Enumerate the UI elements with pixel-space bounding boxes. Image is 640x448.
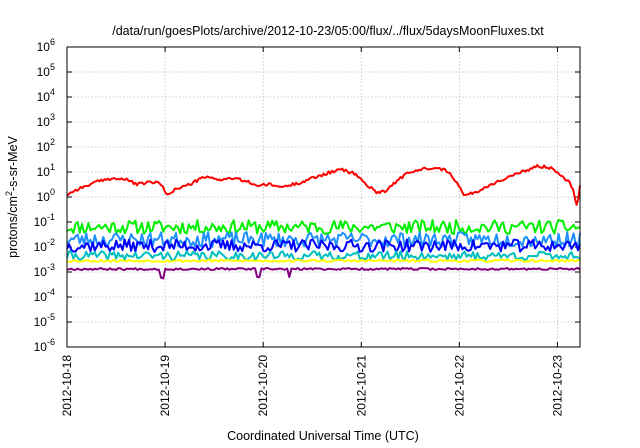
x-axis-ticks: 2012-10-18 2012-10-19 2012-10-20 2012-10-21…: [60, 47, 564, 416]
y-tick-base: 10: [34, 215, 48, 229]
y-tick-label: 10-2: [34, 237, 55, 254]
y-tick-exp: -4: [47, 287, 55, 297]
y-tick-base: 10: [37, 65, 51, 79]
series-group: [66, 164, 581, 280]
y-tick-label: 10-4: [34, 287, 55, 304]
series-line-6: [66, 267, 581, 280]
grid: [67, 47, 580, 347]
y-tick-label: 103: [37, 112, 55, 129]
y-axis-label-prefix: protons/cm: [6, 196, 20, 258]
y-tick-exp: 1: [50, 162, 55, 172]
y-tick-exp: -1: [47, 212, 55, 222]
y-tick-exp: -2: [47, 237, 55, 247]
y-axis-ticks: 10-610-510-410-310-210-11001011021031041…: [34, 37, 580, 354]
x-tick-label: 2012-10-20: [256, 355, 270, 417]
y-tick-base: 10: [34, 265, 48, 279]
y-axis-label-suffix: -s-sr-MeV: [6, 135, 20, 191]
x-tick-label: 2012-10-21: [354, 355, 368, 417]
y-tick-exp: 5: [50, 62, 55, 72]
plot-frame: [66, 46, 581, 348]
y-tick-exp: -5: [47, 312, 55, 322]
chart-title: /data/run/goesPlots/archive/2012-10-23/0…: [112, 24, 544, 38]
y-tick-base: 10: [37, 140, 51, 154]
y-tick-exp: 4: [50, 87, 55, 97]
y-tick-label: 101: [37, 162, 55, 179]
y-tick-exp: 6: [50, 37, 55, 47]
y-tick-exp: 2: [50, 137, 55, 147]
y-tick-base: 10: [34, 340, 48, 354]
y-tick-exp: 0: [50, 187, 55, 197]
y-tick-exp: -3: [47, 262, 55, 272]
series-line-3: [66, 238, 581, 253]
x-tick-label: 2012-10-23: [550, 355, 564, 417]
y-tick-base: 10: [37, 90, 51, 104]
series-line-5: [66, 258, 581, 263]
y-tick-exp: -6: [47, 337, 55, 347]
series-line-1: [66, 219, 581, 235]
series-line-0: [66, 164, 581, 206]
y-tick-label: 105: [37, 62, 55, 79]
y-tick-base: 10: [34, 315, 48, 329]
y-tick-label: 10-1: [34, 212, 55, 229]
y-tick-label: 10-3: [34, 262, 55, 279]
y-tick-label: 10-6: [34, 337, 55, 354]
y-tick-base: 10: [34, 240, 48, 254]
y-tick-base: 10: [34, 290, 48, 304]
series-line-4: [66, 250, 581, 262]
y-tick-label: 104: [37, 87, 55, 104]
y-tick-exp: 3: [50, 112, 55, 122]
y-tick-label: 100: [37, 187, 55, 204]
y-axis-label-sup: 2: [4, 191, 14, 196]
y-tick-label: 106: [37, 37, 55, 54]
y-tick-base: 10: [37, 40, 51, 54]
x-tick-label: 2012-10-19: [158, 355, 172, 417]
x-axis-label: Coordinated Universal Time (UTC): [227, 429, 419, 443]
x-tick-label: 2012-10-18: [60, 355, 74, 417]
y-tick-base: 10: [37, 165, 51, 179]
x-tick-label: 2012-10-22: [452, 355, 466, 417]
y-tick-base: 10: [37, 115, 51, 129]
y-tick-label: 102: [37, 137, 55, 154]
y-tick-label: 10-5: [34, 312, 55, 329]
y-tick-base: 10: [37, 190, 51, 204]
y-axis-label: protons/cm2-s-sr-MeV: [4, 135, 20, 257]
